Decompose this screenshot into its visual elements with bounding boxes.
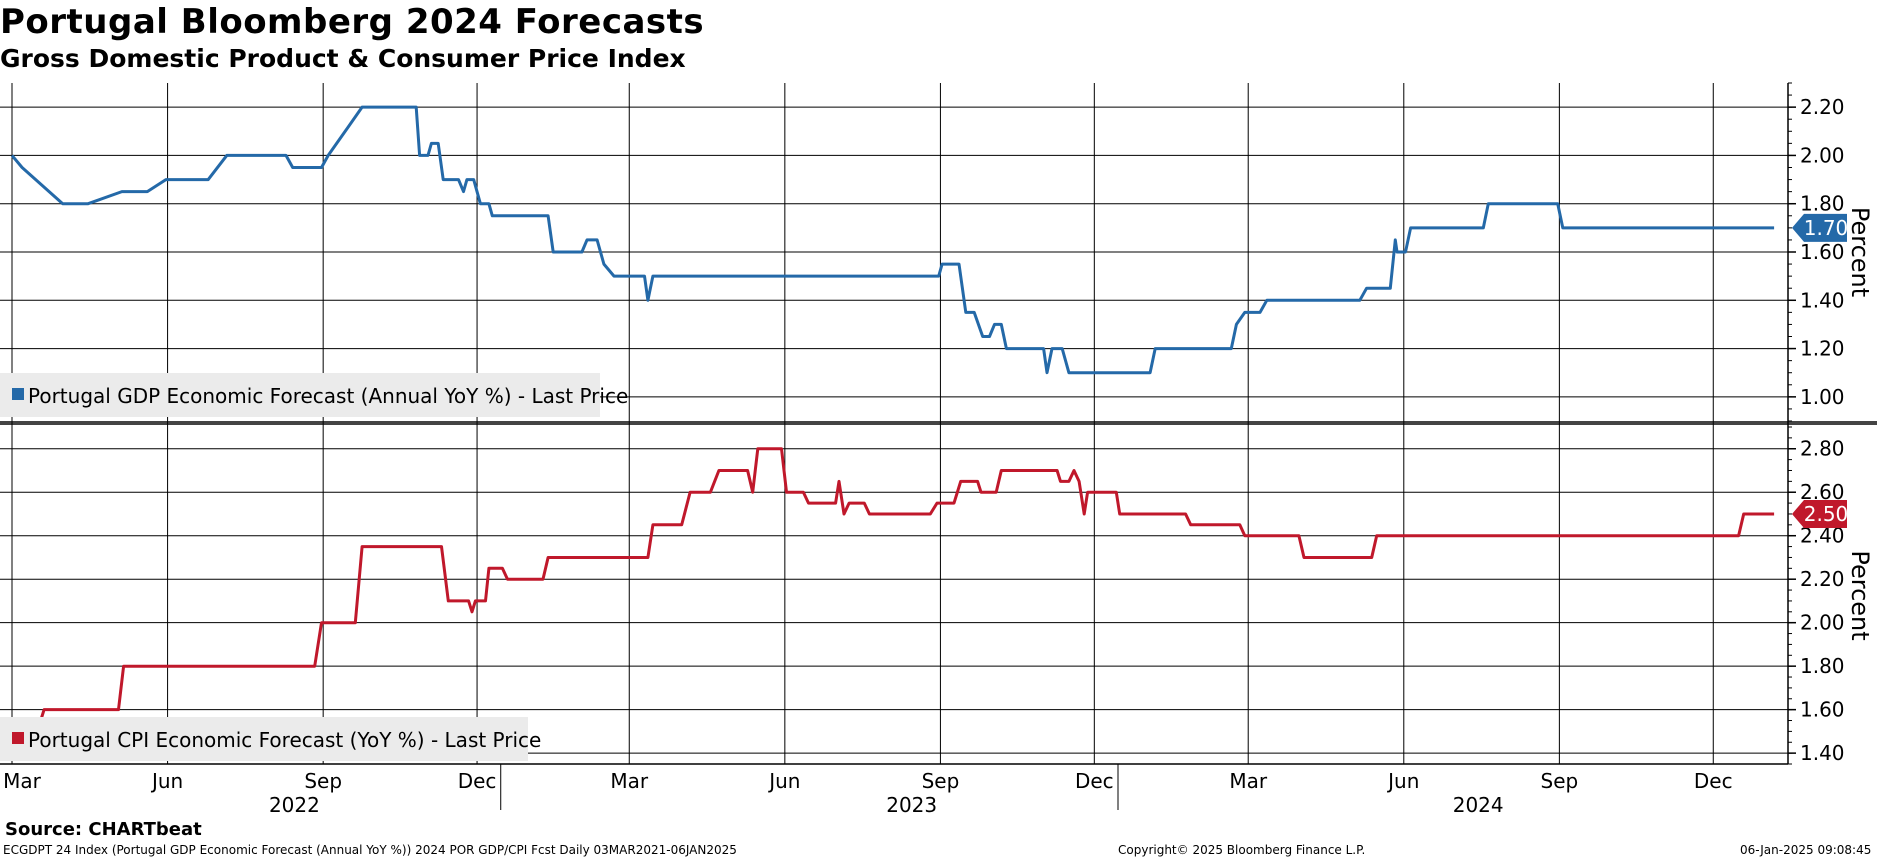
- cpi-legend-box: [0, 717, 528, 761]
- gdp-y-tick-label: 1.40: [1800, 288, 1845, 312]
- gdp-y-tick-label: 1.60: [1800, 240, 1845, 264]
- cpi-y-tick-label: 1.40: [1800, 741, 1845, 765]
- x-year-label: 2023: [886, 793, 937, 817]
- gdp-y-tick-label: 2.20: [1800, 95, 1845, 119]
- x-tick-label: Sep: [1541, 769, 1579, 793]
- gdp-y-axis-label: Percent: [1846, 207, 1874, 297]
- cpi-legend-swatch: [12, 732, 24, 744]
- x-tick-label: Sep: [922, 769, 960, 793]
- gdp-y-tick-label: 1.80: [1800, 192, 1845, 216]
- x-tick-label: Dec: [458, 769, 497, 793]
- x-tick-label: Dec: [1075, 769, 1114, 793]
- cpi-legend-label: Portugal CPI Economic Forecast (YoY %) -…: [28, 728, 541, 752]
- x-tick-label: Mar: [1229, 769, 1268, 793]
- gdp-legend-box: [0, 373, 600, 417]
- gdp-y-tick-label: 1.00: [1800, 385, 1845, 409]
- cpi-y-tick-label: 2.00: [1800, 611, 1845, 635]
- chart-title: Portugal Bloomberg 2024 Forecasts: [0, 2, 705, 42]
- x-tick-label: Jun: [767, 769, 800, 793]
- gdp-y-tick-label: 2.00: [1800, 143, 1845, 167]
- x-year-label: 2024: [1453, 793, 1504, 817]
- x-tick-label: Jun: [150, 769, 183, 793]
- gdp-y-tick-label: 1.20: [1800, 337, 1845, 361]
- footer-copyright: Copyright© 2025 Bloomberg Finance L.P.: [1118, 843, 1366, 857]
- cpi-y-tick-label: 1.80: [1800, 654, 1845, 678]
- cpi-legend: Portugal CPI Economic Forecast (YoY %) -…: [0, 717, 541, 761]
- footer-description: ECGDPT 24 Index (Portugal GDP Economic F…: [3, 843, 737, 857]
- x-tick-label: Mar: [610, 769, 649, 793]
- gdp-last-value-tag: [1792, 213, 1847, 242]
- cpi-y-axis-label: Percent: [1846, 550, 1874, 640]
- x-tick-label: Jun: [1386, 769, 1419, 793]
- gdp-legend: Portugal GDP Economic Forecast (Annual Y…: [0, 373, 628, 417]
- x-tick-label: Sep: [304, 769, 342, 793]
- cpi-y-tick-label: 1.60: [1800, 698, 1845, 722]
- cpi-series-line: [12, 447, 1775, 722]
- gdp-legend-label: Portugal GDP Economic Forecast (Annual Y…: [28, 384, 628, 408]
- cpi-last-value-label: 2.50: [1804, 502, 1849, 526]
- gdp-last-value-label: 1.70: [1804, 216, 1849, 240]
- chart-subtitle: Gross Domestic Product & Consumer Price …: [0, 44, 686, 73]
- gdp-legend-swatch: [12, 388, 24, 400]
- source-label: Source: CHARTbeat: [5, 819, 202, 840]
- x-tick-label: Mar: [3, 769, 42, 793]
- cpi-y-tick-label: 2.20: [1800, 567, 1845, 591]
- cpi-y-tick-label: 2.80: [1800, 437, 1845, 461]
- x-year-label: 2022: [269, 793, 320, 817]
- gdp-series-line: [10, 105, 1775, 375]
- footer-timestamp: 06-Jan-2025 09:08:45: [1740, 843, 1872, 857]
- cpi-last-value-tag: [1792, 499, 1847, 528]
- x-tick-label: Dec: [1694, 769, 1733, 793]
